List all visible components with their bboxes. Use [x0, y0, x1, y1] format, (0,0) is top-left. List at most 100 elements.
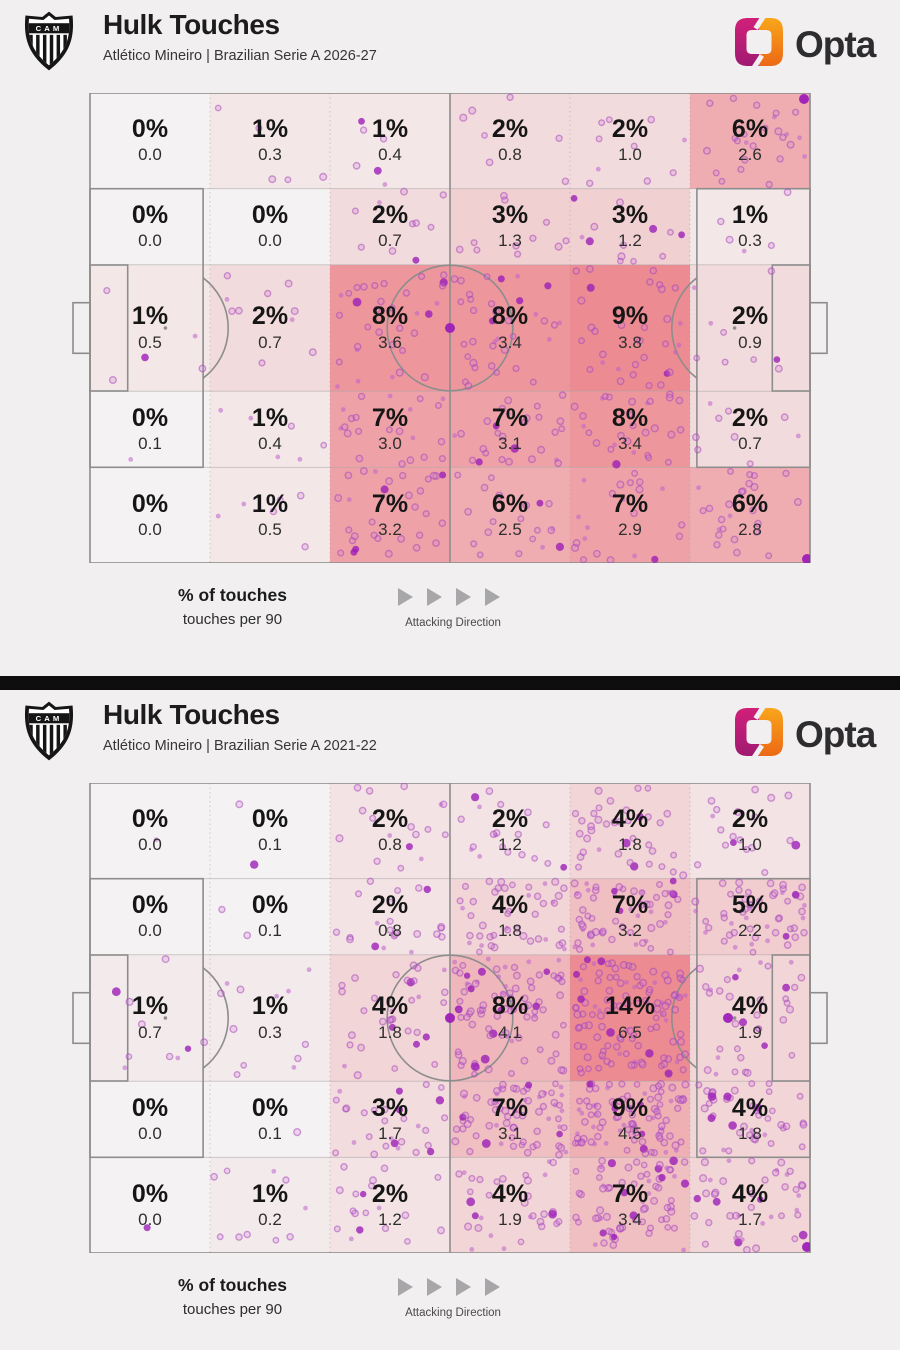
touch-dot: [628, 962, 637, 971]
touch-dot: [352, 1190, 360, 1198]
touch-dot: [607, 1159, 617, 1168]
touch-dot: [727, 467, 735, 475]
touch-dot: [677, 1138, 685, 1146]
touch-dot: [466, 1188, 474, 1196]
touch-dot: [301, 1040, 310, 1049]
touch-dot: [427, 223, 435, 231]
touch-dot: [550, 321, 559, 329]
touch-dot: [640, 1161, 648, 1169]
touch-dot: [478, 921, 487, 930]
zone-per90: 0.0: [138, 231, 162, 251]
touch-dot: [437, 924, 445, 932]
touch-dot: [389, 1008, 395, 1014]
touch-dot: [575, 863, 583, 871]
touch-dot: [401, 1211, 410, 1220]
zone-pct: 4%: [731, 1179, 769, 1208]
zone-label-r4-c5: 8% 3.4: [570, 391, 690, 467]
touch-dot: [652, 893, 661, 902]
touch-dot: [498, 1141, 504, 1147]
touch-dot: [675, 532, 684, 541]
zone-pct: 8%: [491, 992, 529, 1021]
touch-dot: [333, 1225, 341, 1233]
touch-dot: [352, 297, 362, 307]
touch-dot: [493, 1178, 501, 1186]
touch-dot: [580, 1043, 588, 1051]
touch-dot: [680, 1158, 689, 1166]
zone-per90: 1.8: [618, 835, 642, 855]
touch-dot: [668, 889, 677, 898]
touch-dot: [276, 496, 284, 504]
touch-dot: [606, 973, 614, 982]
zone-pct: 7%: [491, 403, 529, 432]
touch-dot: [591, 961, 597, 966]
zone-label-r3-c2: 2% 0.7: [210, 265, 330, 392]
zone-label-r4-c6: 2% 0.7: [690, 391, 810, 467]
touch-dot: [693, 354, 701, 362]
touch-dot: [434, 402, 442, 410]
zone-per90: 0.1: [138, 433, 162, 453]
touch-dot: [470, 540, 478, 548]
touch-dot: [512, 364, 520, 373]
touch-dot: [635, 913, 641, 919]
touch-dot: [656, 1101, 664, 1108]
touch-dot: [633, 972, 641, 981]
club-crest-icon: [24, 11, 74, 71]
touch-dot: [498, 404, 507, 413]
touch-dot: [578, 920, 586, 928]
touch-dot: [255, 124, 263, 132]
touch-dot: [798, 1230, 808, 1240]
touch-dot: [598, 929, 604, 935]
touch-dot: [431, 1060, 439, 1068]
touch-dot: [705, 1100, 713, 1108]
touch-dot: [500, 883, 509, 892]
touch-dot: [474, 1224, 483, 1233]
touch-dot: [594, 1110, 602, 1118]
touch-dot: [581, 423, 586, 429]
touch-dot: [743, 1246, 751, 1253]
touch-dot: [718, 879, 727, 888]
touch-dot: [485, 956, 491, 962]
touch-dot: [743, 140, 749, 145]
zone-label-r5-c4: 4% 1.9: [450, 1157, 570, 1253]
touch-dot: [513, 925, 521, 933]
touch-dot: [523, 808, 532, 817]
touch-dot: [707, 1177, 713, 1183]
touch-dot: [533, 1127, 542, 1136]
touch-dot: [699, 1147, 707, 1155]
touch-dot: [645, 382, 653, 390]
touch-dot: [791, 1235, 799, 1243]
touch-dot: [712, 169, 720, 177]
touch-dot: [353, 283, 361, 292]
touch-dot: [613, 1042, 621, 1051]
touch-dot: [690, 1212, 699, 1220]
zone-label-r1-c4: 2% 0.8: [450, 93, 570, 189]
touch-dot: [542, 881, 548, 887]
touch-dot: [388, 247, 397, 255]
zone-pct: 2%: [731, 403, 769, 432]
touch-dot: [661, 971, 670, 980]
touch-dot: [379, 135, 388, 143]
zone-per90: 2.5: [498, 519, 522, 539]
touch-dot: [544, 859, 552, 867]
touch-dot: [397, 534, 406, 543]
touch-dot: [404, 491, 413, 500]
touch-dot: [590, 222, 599, 231]
touch-dot: [701, 1240, 710, 1248]
touch-dot: [507, 1007, 515, 1015]
touch-dot: [658, 863, 666, 871]
touch-dot: [760, 1221, 766, 1226]
touch-dot: [471, 1212, 479, 1220]
touch-dot: [526, 959, 532, 965]
touch-dot: [731, 1068, 739, 1076]
touch-dot: [297, 456, 303, 462]
touch-dot: [767, 267, 776, 275]
touch-dot: [674, 1059, 680, 1065]
touch-dot: [628, 1120, 636, 1128]
touch-dot: [400, 783, 409, 791]
touch-dot: [642, 1091, 648, 1096]
touch-dot: [732, 1211, 740, 1220]
zone-per90: 1.2: [498, 835, 522, 855]
touch-dot: [595, 804, 603, 812]
touch-dot: [424, 475, 432, 483]
touch-dot: [657, 1122, 666, 1130]
